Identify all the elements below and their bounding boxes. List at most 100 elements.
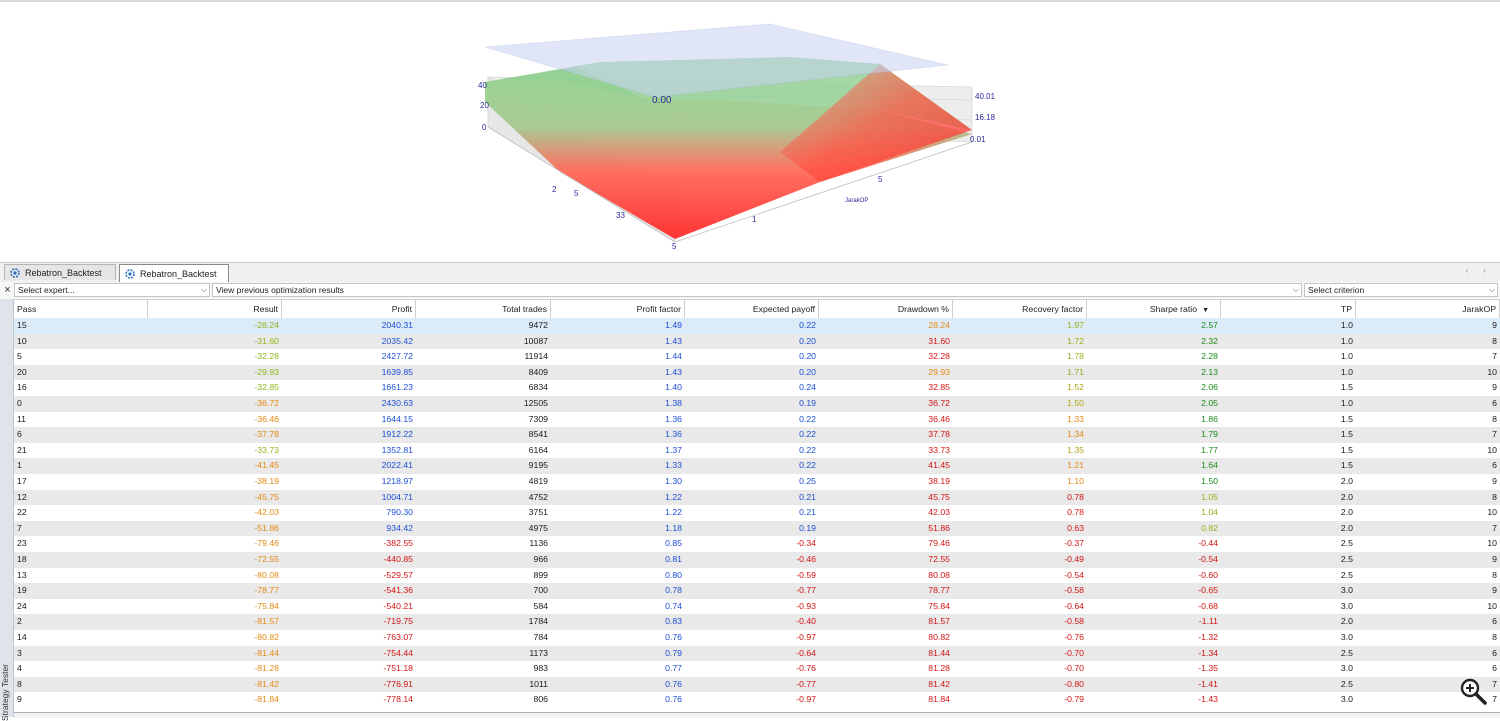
- front-tick-1: 2: [552, 185, 557, 194]
- table-header: Pass Result Profit Total trades Profit facto…: [14, 300, 1500, 319]
- expert-select[interactable]: Select expert... ⌵: [14, 283, 210, 297]
- cell-result: -75.84: [254, 600, 279, 611]
- table-row[interactable]: 24 -75.84 -540.21 584 0.74 -0.93 75.84 -0.64 -0.…: [14, 599, 1500, 615]
- strategy-tester-side-tab[interactable]: Strategy Tester: [0, 299, 14, 721]
- cell-result: -29.93: [254, 366, 279, 377]
- cell-tp: 1.5: [1340, 429, 1353, 440]
- table-row[interactable]: 14 -80.82 -763.07 784 0.76 -0.97 80.82 -0.76 -1.…: [14, 630, 1500, 646]
- table-row[interactable]: 21 -33.73 1352.81 6164 1.37 0.22 33.73 1.35 1.77…: [14, 443, 1500, 459]
- cell-profit: -382.55: [383, 538, 413, 549]
- bottom-status-strip: [14, 712, 1500, 718]
- column-header-tp[interactable]: TP: [1221, 300, 1356, 318]
- cell-pass: 8: [17, 678, 22, 689]
- cell-total-trades: 4752: [528, 491, 548, 502]
- table-row[interactable]: 2 -81.57 -719.75 1784 0.83 -0.40 81.57 -0.58 -1.…: [14, 614, 1500, 630]
- column-header-pass[interactable]: Pass: [14, 300, 148, 318]
- column-header-total-trades[interactable]: Total trades: [416, 300, 551, 318]
- cell-total-trades: 899: [533, 569, 549, 580]
- cell-expected-payoff: -0.76: [796, 663, 816, 674]
- cell-profit-factor: 1.44: [665, 351, 682, 362]
- table-row[interactable]: 7 -51.86 934.42 4975 1.18 0.19 51.86 0.63 0.82 2.…: [14, 520, 1500, 537]
- cell-expected-payoff: 0.19: [799, 522, 816, 533]
- cell-pass: 12: [17, 491, 27, 502]
- cell-pass: 0: [17, 398, 22, 408]
- table-row[interactable]: 16 -32.85 1661.23 6834 1.40 0.24 32.85 1.52 2.06…: [14, 380, 1500, 396]
- cell-jarakop: 7: [1492, 429, 1497, 440]
- axis-name-label: JarakOP: [845, 198, 868, 204]
- cell-result: -81.57: [254, 616, 279, 627]
- zoom-in-icon[interactable]: [1458, 676, 1488, 706]
- table-row[interactable]: 20 -29.93 1639.85 8409 1.43 0.20 29.93 1.71 2.13…: [14, 364, 1500, 381]
- column-header-label: Drawdown %: [897, 304, 949, 314]
- table-row[interactable]: 22 -42.03 790.30 3751 1.22 0.21 42.03 0.78 1.04 2…: [14, 505, 1500, 521]
- tester-toolbar: × Select expert... ⌵ View previous optim…: [0, 282, 1500, 300]
- cell-recovery-factor: 1.71: [1067, 366, 1084, 377]
- cell-profit: -763.07: [383, 632, 413, 642]
- tab-scroll-arrows[interactable]: ‹ ›: [1465, 265, 1492, 275]
- column-header-jarakop[interactable]: JarakOP: [1356, 300, 1500, 318]
- table-row[interactable]: 3 -81.44 -754.44 1173 0.79 -0.64 81.44 -0.70 -1.…: [14, 645, 1500, 662]
- cell-pass: 20: [17, 366, 27, 377]
- cell-profit-factor: 1.36: [665, 413, 682, 424]
- tab-rebatron-backtest-1[interactable]: Rebatron_Backtest: [4, 264, 116, 280]
- cell-jarakop: 8: [1492, 569, 1497, 580]
- table-row[interactable]: 11 -36.46 1644.15 7309 1.36 0.22 36.46 1.33 1.86…: [14, 412, 1500, 428]
- table-row[interactable]: 17 -38.19 1218.97 4819 1.30 0.25 38.19 1.10 1.50…: [14, 474, 1500, 490]
- table-row[interactable]: 13 -80.08 -529.57 899 0.80 -0.59 80.08 -0.54 -0.…: [14, 568, 1500, 584]
- cell-sharpe-ratio: 2.32: [1201, 335, 1218, 346]
- cell-expected-payoff: -0.34: [796, 538, 816, 549]
- column-header-result[interactable]: Result: [148, 300, 282, 318]
- cell-pass: 22: [17, 507, 27, 518]
- cell-profit: -540.21: [383, 600, 413, 611]
- cell-result: -36.72: [254, 398, 279, 408]
- cell-total-trades: 1173: [529, 647, 548, 658]
- cell-sharpe-ratio: 1.79: [1201, 429, 1218, 440]
- criterion-select[interactable]: Select criterion ⌵: [1304, 283, 1498, 297]
- cell-drawdown: 78.77: [928, 585, 950, 596]
- cell-tp: 2.5: [1340, 554, 1353, 564]
- cell-jarakop: 6: [1492, 647, 1497, 658]
- column-header-sharpe-ratio[interactable]: Sharpe ratio ▼: [1087, 300, 1221, 318]
- table-row[interactable]: 1 -41.45 2022.41 9195 1.33 0.22 41.45 1.21 1.64 1…: [14, 458, 1500, 474]
- table-row[interactable]: 15 -28.24 2040.31 9472 1.49 0.22 28.24 1.97 2.57…: [14, 318, 1500, 334]
- tab-rebatron-backtest-2[interactable]: Rebatron_Backtest: [119, 264, 229, 282]
- cell-tp: 2.0: [1340, 476, 1353, 486]
- table-row[interactable]: 4 -81.28 -751.18 983 0.77 -0.76 81.28 -0.70 -1.3…: [14, 661, 1500, 677]
- table-row[interactable]: 0 -36.72 2430.63 12505 1.38 0.19 36.72 1.50 2.05…: [14, 396, 1500, 412]
- table-row[interactable]: 23 -79.46 -382.55 1136 0.85 -0.34 79.46 -0.37 -0…: [14, 536, 1500, 552]
- close-icon[interactable]: ×: [4, 284, 11, 296]
- column-header-label: Total trades: [502, 304, 547, 314]
- table-row[interactable]: 8 -81.42 -776.91 1011 0.76 -0.77 81.42 -0.80 -1.…: [14, 676, 1500, 693]
- table-row[interactable]: 12 -45.75 1004.71 4752 1.22 0.21 45.75 0.78 1.05…: [14, 489, 1500, 506]
- cell-recovery-factor: -0.64: [1064, 600, 1084, 611]
- cell-drawdown: 36.46: [928, 413, 950, 424]
- cell-result: -31.60: [254, 335, 279, 346]
- table-row[interactable]: 5 -32.28 2427.72 11914 1.44 0.20 32.28 1.78 2.28…: [14, 349, 1500, 365]
- table-row[interactable]: 6 -37.78 1912.22 8541 1.36 0.22 37.78 1.34 1.79 1…: [14, 427, 1500, 443]
- cell-recovery-factor: -0.76: [1064, 632, 1084, 642]
- column-header-profit-factor[interactable]: Profit factor: [551, 300, 685, 318]
- table-row[interactable]: 19 -78.77 -541.36 700 0.78 -0.77 78.77 -0.58 -0.…: [14, 583, 1500, 599]
- results-mode-select[interactable]: View previous optimization results ⌵: [212, 283, 1302, 297]
- column-header-expected-payoff[interactable]: Expected payoff: [685, 300, 819, 318]
- cell-result: -38.19: [254, 476, 279, 486]
- column-header-profit[interactable]: Profit: [282, 300, 416, 318]
- table-row[interactable]: 10 -31.60 2035.42 10087 1.43 0.20 31.60 1.72 2.3…: [14, 333, 1500, 350]
- optimization-3d-graph[interactable]: 0.00 40 20 0 40.01 16.18 0.01 2 5 33 5 1…: [0, 2, 1500, 260]
- cell-pass: 2: [17, 616, 22, 627]
- cell-jarakop: 9: [1492, 382, 1497, 393]
- column-header-drawdown[interactable]: Drawdown %: [819, 300, 953, 318]
- cell-sharpe-ratio: -1.11: [1198, 616, 1218, 627]
- tab-label: Rebatron_Backtest: [25, 267, 102, 278]
- cell-profit-factor: 0.74: [665, 600, 682, 611]
- table-row[interactable]: 9 -81.84 -778.14 806 0.76 -0.97 81.84 -0.79 -1.4…: [14, 692, 1500, 708]
- cell-total-trades: 6834: [528, 382, 548, 393]
- cell-profit-factor: 1.22: [665, 491, 682, 502]
- column-header-recovery-factor[interactable]: Recovery factor: [953, 300, 1087, 318]
- cell-sharpe-ratio: -1.34: [1198, 647, 1218, 658]
- cell-pass: 13: [17, 569, 27, 580]
- cell-recovery-factor: 0.63: [1067, 522, 1084, 533]
- cell-recovery-factor: 1.34: [1067, 429, 1084, 440]
- table-row[interactable]: 18 -72.55 -440.85 966 0.81 -0.46 72.55 -0.49 -0.…: [14, 552, 1500, 568]
- cell-total-trades: 12505: [523, 398, 548, 408]
